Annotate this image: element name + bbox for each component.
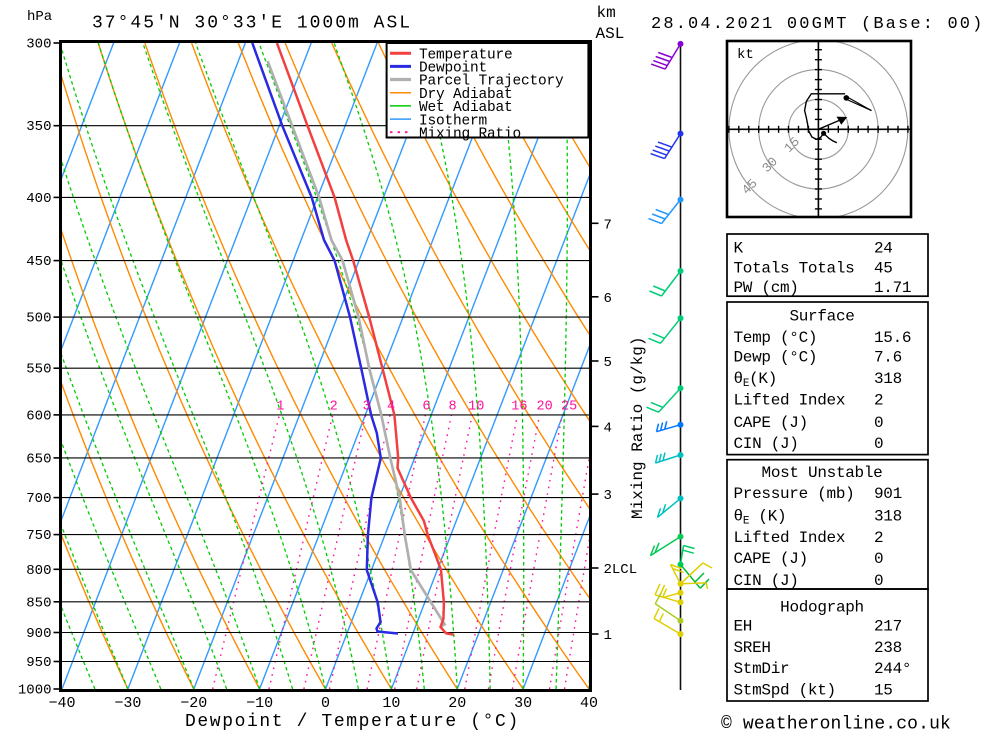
svg-text:450: 450 xyxy=(26,254,51,270)
svg-text:25: 25 xyxy=(561,400,577,415)
svg-text:0: 0 xyxy=(874,414,883,432)
svg-text:318: 318 xyxy=(874,370,902,388)
svg-text:Isotherm: Isotherm xyxy=(419,113,487,129)
svg-text:0: 0 xyxy=(874,550,883,568)
svg-text:PW (cm): PW (cm) xyxy=(734,279,799,297)
svg-text:1.71: 1.71 xyxy=(874,279,911,297)
svg-text:950: 950 xyxy=(26,655,51,671)
svg-text:2LCL: 2LCL xyxy=(604,562,638,578)
svg-text:ASL: ASL xyxy=(596,25,625,43)
svg-text:3: 3 xyxy=(363,400,371,415)
svg-text:0: 0 xyxy=(874,435,883,453)
svg-text:Most Unstable: Most Unstable xyxy=(762,464,883,482)
svg-text:16: 16 xyxy=(511,400,527,415)
svg-text:318: 318 xyxy=(874,508,902,526)
svg-text:© weatheronline.co.uk: © weatheronline.co.uk xyxy=(721,715,951,734)
svg-text:Temperature: Temperature xyxy=(419,47,513,63)
svg-text:28.04.2021 00GMT (Base: 00): 28.04.2021 00GMT (Base: 00) xyxy=(651,15,985,34)
svg-text:hPa: hPa xyxy=(27,9,52,25)
svg-text:Lifted Index: Lifted Index xyxy=(734,392,846,410)
svg-text:900: 900 xyxy=(26,626,51,642)
svg-text:1: 1 xyxy=(276,400,284,415)
svg-text:800: 800 xyxy=(26,563,51,579)
svg-text:Lifted Index: Lifted Index xyxy=(734,529,846,547)
svg-text:Parcel Trajectory: Parcel Trajectory xyxy=(419,74,564,90)
svg-text:350: 350 xyxy=(26,119,51,135)
svg-text:400: 400 xyxy=(26,191,51,207)
svg-text:Totals Totals: Totals Totals xyxy=(734,259,855,277)
svg-text:4: 4 xyxy=(387,400,395,415)
svg-text:5: 5 xyxy=(604,355,612,371)
svg-text:8: 8 xyxy=(448,400,456,415)
svg-text:−10: −10 xyxy=(246,695,273,712)
svg-text:10: 10 xyxy=(382,695,400,712)
svg-text:20: 20 xyxy=(448,695,466,712)
svg-text:θE (K): θE (K) xyxy=(734,508,787,528)
svg-text:Dewpoint / Temperature (°C): Dewpoint / Temperature (°C) xyxy=(185,712,520,732)
svg-text:Mixing Ratio (g/kg): Mixing Ratio (g/kg) xyxy=(629,337,647,519)
svg-text:45: 45 xyxy=(874,259,893,277)
svg-text:θE(K): θE(K) xyxy=(734,370,778,390)
svg-text:20: 20 xyxy=(536,400,552,415)
svg-text:650: 650 xyxy=(26,451,51,467)
svg-text:6: 6 xyxy=(604,291,612,307)
svg-text:700: 700 xyxy=(26,491,51,507)
svg-text:Dewpoint: Dewpoint xyxy=(419,61,487,77)
svg-text:−30: −30 xyxy=(114,695,141,712)
svg-text:37°45'N 30°33'E 1000m ASL: 37°45'N 30°33'E 1000m ASL xyxy=(92,14,412,34)
svg-text:7.6: 7.6 xyxy=(874,348,902,366)
svg-text:7: 7 xyxy=(604,217,612,233)
svg-text:kt: kt xyxy=(737,47,754,63)
svg-text:217: 217 xyxy=(874,618,902,636)
svg-text:0: 0 xyxy=(874,572,883,590)
svg-text:2: 2 xyxy=(874,529,883,547)
svg-text:600: 600 xyxy=(26,408,51,424)
svg-text:750: 750 xyxy=(26,528,51,544)
svg-text:Surface: Surface xyxy=(789,308,854,326)
svg-text:4: 4 xyxy=(604,420,612,436)
svg-text:30: 30 xyxy=(514,695,532,712)
svg-text:15: 15 xyxy=(874,681,893,699)
svg-text:Pressure (mb): Pressure (mb) xyxy=(734,485,855,503)
svg-text:CIN (J): CIN (J) xyxy=(734,572,799,590)
svg-text:EH: EH xyxy=(734,618,753,636)
svg-text:2: 2 xyxy=(874,392,883,410)
svg-text:Temp (°C): Temp (°C) xyxy=(734,329,818,347)
svg-text:238: 238 xyxy=(874,639,902,657)
svg-text:K: K xyxy=(734,239,744,257)
svg-text:10: 10 xyxy=(468,400,484,415)
svg-text:SREH: SREH xyxy=(734,639,771,657)
svg-text:901: 901 xyxy=(874,485,902,503)
svg-text:Dewp (°C): Dewp (°C) xyxy=(734,348,818,366)
svg-text:0: 0 xyxy=(321,695,330,712)
svg-text:Mixing Ratio: Mixing Ratio xyxy=(419,126,521,142)
svg-text:StmSpd (kt): StmSpd (kt) xyxy=(734,681,836,699)
svg-text:CIN (J): CIN (J) xyxy=(734,435,799,453)
svg-text:850: 850 xyxy=(26,595,51,611)
svg-text:6: 6 xyxy=(422,400,430,415)
svg-text:StmDir: StmDir xyxy=(734,660,790,678)
svg-text:CAPE (J): CAPE (J) xyxy=(734,550,808,568)
svg-text:km: km xyxy=(597,4,616,22)
svg-text:1: 1 xyxy=(604,628,612,644)
svg-text:CAPE (J): CAPE (J) xyxy=(734,414,808,432)
svg-text:−20: −20 xyxy=(180,695,207,712)
svg-text:500: 500 xyxy=(26,311,51,327)
svg-text:244°: 244° xyxy=(874,660,911,678)
svg-text:40: 40 xyxy=(580,695,598,712)
svg-text:Dry Adiabat: Dry Adiabat xyxy=(419,87,513,103)
svg-text:2: 2 xyxy=(330,400,338,415)
svg-text:300: 300 xyxy=(26,37,51,53)
svg-text:24: 24 xyxy=(874,239,893,257)
svg-text:15.6: 15.6 xyxy=(874,329,911,347)
svg-text:Hodograph: Hodograph xyxy=(780,598,864,616)
svg-text:550: 550 xyxy=(26,362,51,378)
svg-text:Wet Adiabat: Wet Adiabat xyxy=(419,100,513,116)
svg-text:−40: −40 xyxy=(48,695,75,712)
svg-text:1000: 1000 xyxy=(18,683,52,699)
svg-text:3: 3 xyxy=(604,488,612,504)
